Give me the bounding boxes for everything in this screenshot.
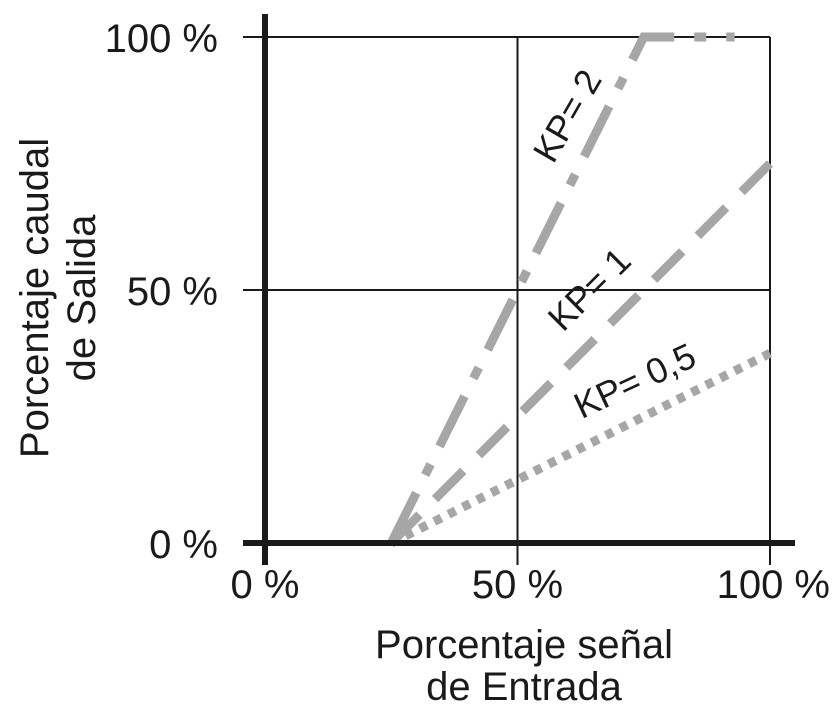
x-axis-title-line-1: Porcentaje señal — [375, 623, 673, 667]
x-tick-label: 100 % — [717, 563, 830, 607]
series-line-2 — [388, 160, 774, 547]
x-tick-label: 0 % — [231, 563, 300, 607]
axes — [243, 14, 795, 565]
series-labels: KP= 2KP= 1KP= 0,5 — [525, 63, 702, 427]
y-tick-label: 0 % — [149, 523, 218, 567]
series-layer — [387, 32, 774, 548]
y-axis-title-line-2: de Salida — [60, 214, 104, 382]
series-line-3 — [389, 349, 773, 548]
series-line-1 — [387, 32, 735, 546]
y-tick-label: 100 % — [105, 17, 218, 61]
x-tick-label: 50 % — [472, 563, 563, 607]
x-axis-title-line-2: de Entrada — [426, 665, 622, 704]
y-tick-label: 50 % — [127, 270, 218, 314]
tick-labels: 0 % 50 % 100 % 0 % 50 % 100 % — [105, 17, 830, 607]
y-axis-title-line-1: Porcentaje caudal — [13, 138, 57, 458]
grid — [265, 36, 771, 543]
series-label-1: KP= 2 — [525, 63, 610, 169]
